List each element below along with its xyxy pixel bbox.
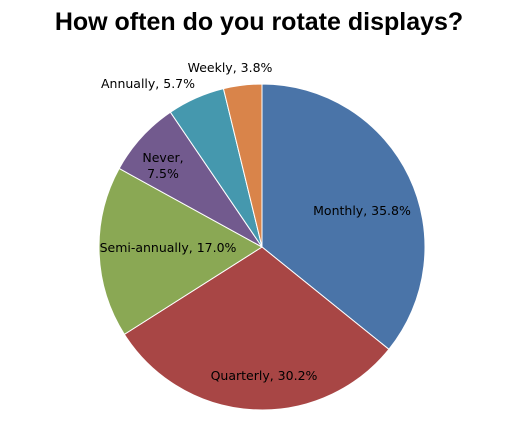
pie-slice	[98, 167, 263, 336]
slice-label: Annually, 5.7%	[101, 76, 195, 91]
slice-label: Monthly, 35.8%	[313, 203, 411, 218]
slice-label: Quarterly, 30.2%	[211, 368, 318, 383]
pie-slice	[123, 246, 390, 411]
slice-label: Never, 7.5%	[142, 150, 183, 181]
chart-title: How often do you rotate displays?	[54, 8, 464, 36]
slice-label: Semi-annually, 17.0%	[100, 240, 237, 255]
slice-label: Weekly, 3.8%	[188, 60, 273, 75]
pie-slice	[261, 83, 426, 351]
pie-slice	[222, 83, 263, 248]
